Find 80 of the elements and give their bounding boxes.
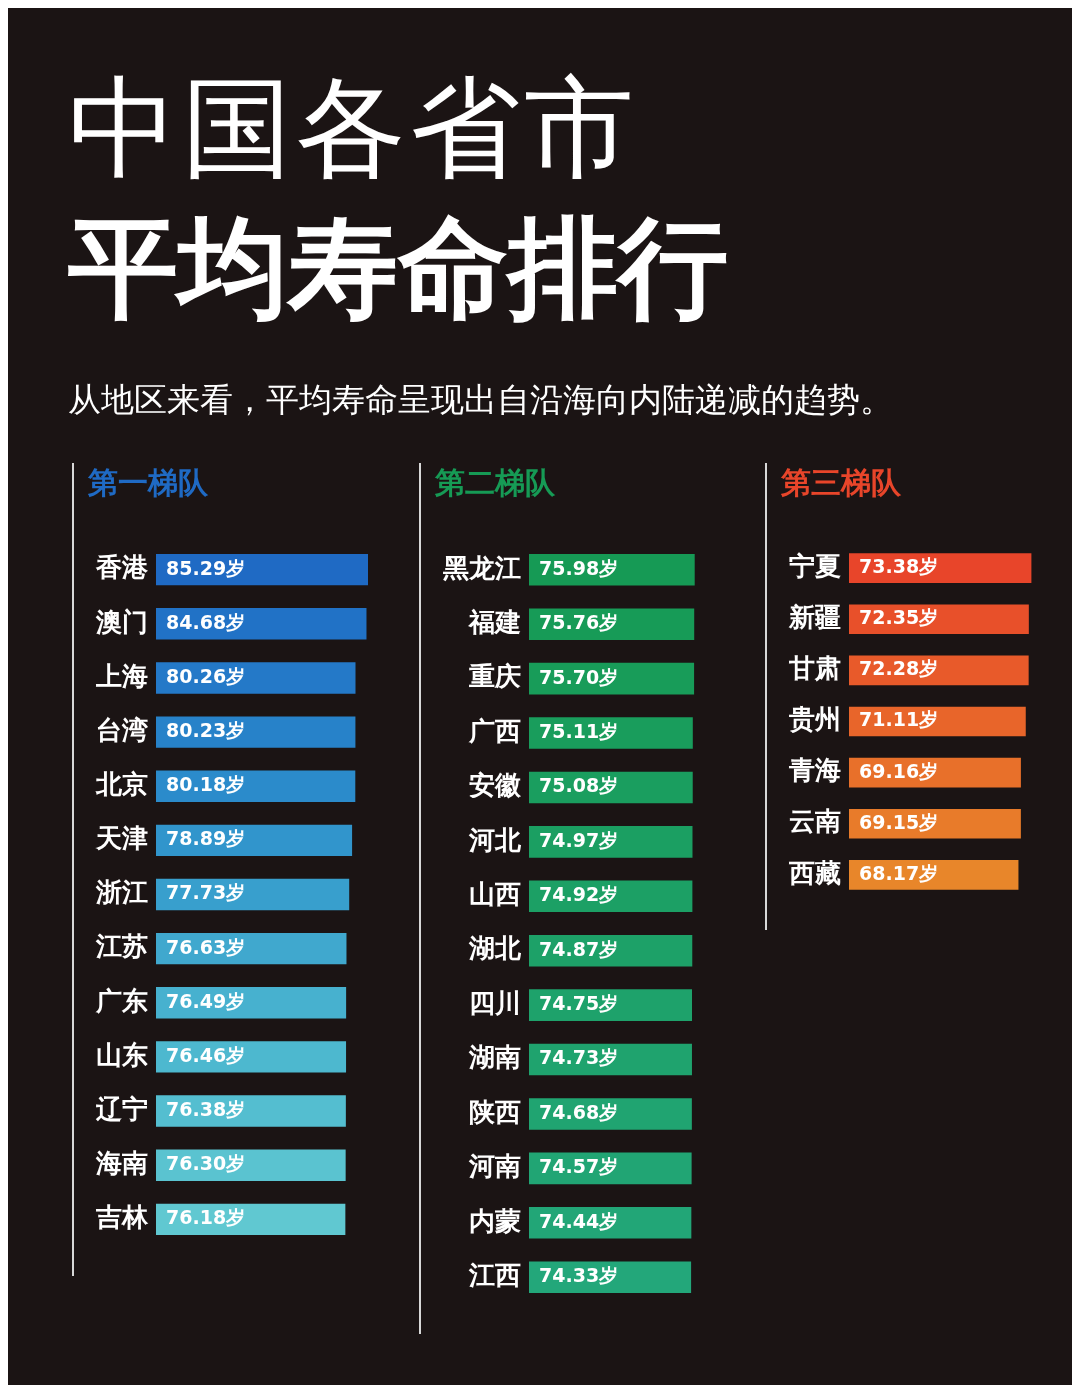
y-tick-label: 河北 bbox=[467, 824, 522, 855]
y-tick-label: 河南 bbox=[467, 1151, 521, 1182]
text: 从地区来看，平均寿命呈现出自沿海向内陆递减的趋势。 bbox=[68, 379, 894, 421]
data-label: 73.38岁 bbox=[859, 555, 939, 578]
y-tick-label: 新疆 bbox=[788, 602, 842, 633]
text: 平均寿命排行 bbox=[68, 203, 729, 334]
y-tick-label: 澳门 bbox=[95, 606, 148, 637]
data-label: 76.38岁 bbox=[166, 1097, 246, 1120]
y-tick-label: 山西 bbox=[468, 879, 521, 910]
chart-title: 第三梯队 bbox=[781, 464, 903, 502]
data-label: 71.11岁 bbox=[859, 708, 939, 731]
data-label: 80.23岁 bbox=[166, 719, 246, 742]
data-label: 74.73岁 bbox=[538, 1046, 618, 1069]
data-label: 80.18岁 bbox=[166, 773, 246, 796]
data-label: 85.29岁 bbox=[166, 556, 246, 579]
y-tick-label: 云南 bbox=[789, 806, 842, 837]
y-tick-label: 江西 bbox=[467, 1259, 521, 1290]
data-label: 80.26岁 bbox=[166, 664, 246, 687]
y-tick-label: 北京 bbox=[95, 768, 148, 799]
y-tick-label: 浙江 bbox=[95, 877, 148, 908]
data-label: 74.87岁 bbox=[538, 937, 618, 960]
y-tick-label: 青海 bbox=[788, 755, 842, 786]
y-tick-label: 西藏 bbox=[788, 857, 842, 888]
chart-title: 第二梯队 bbox=[434, 464, 556, 502]
data-label: 76.46岁 bbox=[166, 1043, 246, 1066]
y-tick-label: 安徽 bbox=[468, 770, 522, 801]
data-label: 76.30岁 bbox=[166, 1152, 246, 1175]
data-label: 74.92岁 bbox=[538, 883, 618, 906]
bar bbox=[156, 608, 367, 640]
y-tick-label: 上海 bbox=[95, 660, 148, 691]
data-label: 74.75岁 bbox=[538, 992, 618, 1015]
data-label: 84.68岁 bbox=[166, 610, 246, 633]
data-label: 69.15岁 bbox=[859, 810, 939, 833]
y-tick-label: 湖北 bbox=[467, 933, 522, 964]
data-label: 74.97岁 bbox=[538, 828, 618, 851]
data-label: 76.63岁 bbox=[166, 935, 246, 958]
data-label: 75.70岁 bbox=[538, 665, 618, 688]
data-label: 74.57岁 bbox=[538, 1155, 618, 1178]
y-tick-label: 广东 bbox=[95, 985, 148, 1016]
y-tick-label: 内蒙 bbox=[468, 1205, 521, 1236]
y-tick-label: 四川 bbox=[468, 987, 521, 1018]
data-label: 72.28岁 bbox=[859, 657, 939, 680]
y-tick-label: 香港 bbox=[95, 552, 149, 583]
y-tick-label: 天津 bbox=[95, 823, 148, 854]
data-label: 74.44岁 bbox=[538, 1209, 618, 1232]
data-label: 75.76岁 bbox=[538, 611, 618, 634]
y-tick-label: 贵州 bbox=[788, 704, 842, 735]
data-label: 78.89岁 bbox=[166, 827, 246, 850]
y-tick-label: 黑龙江 bbox=[441, 552, 521, 583]
data-label: 68.17岁 bbox=[859, 861, 939, 884]
y-tick-label: 广西 bbox=[467, 715, 521, 746]
y-tick-label: 福建 bbox=[466, 606, 521, 637]
chart-title: 第一梯队 bbox=[88, 464, 209, 502]
y-tick-label: 宁夏 bbox=[789, 550, 842, 581]
y-tick-label: 海南 bbox=[95, 1147, 148, 1178]
data-label: 76.49岁 bbox=[166, 989, 246, 1012]
bar bbox=[156, 716, 356, 748]
data-label: 74.68岁 bbox=[538, 1100, 618, 1123]
data-label: 77.73岁 bbox=[166, 881, 246, 904]
bar bbox=[156, 1149, 346, 1181]
y-tick-label: 吉林 bbox=[95, 1202, 149, 1233]
data-label: 75.98岁 bbox=[538, 556, 618, 579]
y-tick-label: 重庆 bbox=[467, 661, 521, 692]
y-tick-label: 湖南 bbox=[467, 1042, 521, 1073]
bar bbox=[156, 1041, 347, 1073]
data-label: 69.16岁 bbox=[859, 759, 939, 782]
bar bbox=[156, 662, 356, 694]
y-tick-label: 辽宁 bbox=[95, 1093, 148, 1124]
bar bbox=[156, 1095, 346, 1127]
y-tick-label: 甘肃 bbox=[788, 653, 842, 684]
y-tick-label: 江苏 bbox=[95, 931, 148, 962]
data-label: 75.11岁 bbox=[538, 719, 618, 742]
data-label: 76.18岁 bbox=[166, 1206, 246, 1229]
data-label: 72.35岁 bbox=[859, 606, 939, 629]
text: 中国各省市 bbox=[68, 63, 639, 194]
y-tick-label: 台湾 bbox=[96, 714, 148, 745]
data-label: 75.08岁 bbox=[538, 774, 618, 797]
y-tick-label: 陕西 bbox=[468, 1096, 521, 1127]
data-label: 74.33岁 bbox=[538, 1264, 618, 1287]
y-tick-label: 山东 bbox=[96, 1039, 148, 1070]
